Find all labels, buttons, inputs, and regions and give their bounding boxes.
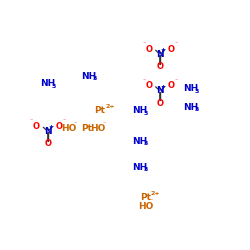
Text: ⁻: ⁻ [150,200,153,205]
Text: ⁻: ⁻ [142,79,146,84]
Text: 3: 3 [143,142,148,146]
Text: O: O [145,45,152,54]
Text: O: O [56,122,62,131]
Text: HO: HO [90,124,106,133]
Text: Pt: Pt [94,106,105,115]
Text: ⁻: ⁻ [174,79,178,84]
Text: O: O [156,62,164,71]
Text: O: O [168,81,175,90]
Text: NH: NH [183,102,198,112]
Text: O: O [44,139,51,148]
Text: O: O [156,99,164,108]
Text: NH: NH [183,84,198,93]
Text: NH: NH [132,137,147,146]
Text: N: N [156,86,164,95]
Text: O: O [33,122,40,131]
Text: +: + [48,124,54,129]
Text: 3: 3 [143,168,148,172]
Text: 3: 3 [194,88,199,94]
Text: 2+: 2+ [151,191,160,196]
Text: N: N [44,126,52,136]
Text: ⁻: ⁻ [73,122,76,127]
Text: ⁻: ⁻ [142,42,146,48]
Text: +: + [160,47,166,52]
Text: HO: HO [138,202,153,211]
Text: 3: 3 [143,111,148,116]
Text: 3: 3 [93,76,97,81]
Text: Pt: Pt [82,124,92,133]
Text: ⁻: ⁻ [174,42,178,48]
Text: NH: NH [40,80,55,88]
Text: ⁻: ⁻ [62,120,66,124]
Text: NH: NH [82,72,97,81]
Text: N: N [156,50,164,58]
Text: O: O [168,45,175,54]
Text: O: O [145,81,152,90]
Text: NH: NH [132,106,147,115]
Text: ⁻: ⁻ [102,122,106,127]
Text: ⁻: ⁻ [30,120,33,124]
Text: HO: HO [61,124,77,133]
Text: 2+: 2+ [106,104,115,110]
Text: NH: NH [132,163,147,172]
Text: 3: 3 [51,84,56,89]
Text: 3: 3 [194,107,199,112]
Text: Pt: Pt [140,193,151,202]
Text: +: + [160,84,166,89]
